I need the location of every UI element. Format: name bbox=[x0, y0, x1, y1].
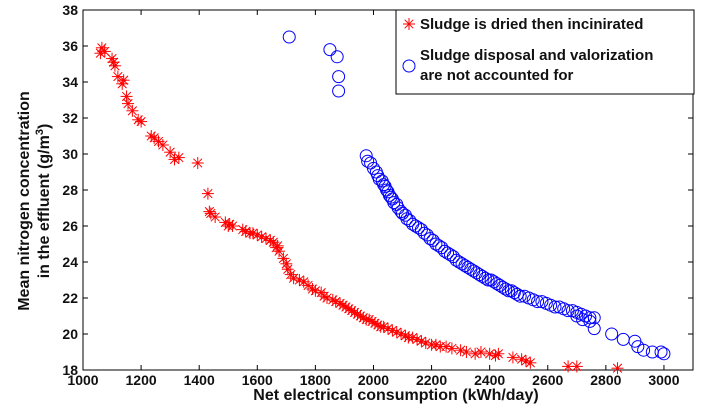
data-point-circle bbox=[481, 273, 495, 287]
x-tick-label: 1000 bbox=[67, 372, 98, 388]
y-tick-label: 22 bbox=[62, 290, 78, 306]
x-tick-label: 1200 bbox=[126, 372, 157, 388]
data-point-asterisk bbox=[107, 56, 120, 69]
data-point-asterisk bbox=[122, 97, 135, 110]
data-point-asterisk bbox=[98, 45, 111, 58]
data-point-asterisk bbox=[191, 157, 204, 169]
data-point-asterisk bbox=[108, 59, 121, 72]
x-tick-label: 1600 bbox=[242, 372, 273, 388]
series-2 bbox=[282, 30, 671, 361]
data-point-asterisk bbox=[460, 346, 473, 358]
data-point-asterisk bbox=[117, 74, 130, 87]
data-point-asterisk bbox=[454, 344, 467, 357]
data-point-asterisk bbox=[172, 151, 185, 164]
data-point-asterisk bbox=[126, 104, 139, 117]
data-point-circle bbox=[323, 43, 337, 57]
y-tick-label: 34 bbox=[62, 74, 78, 90]
data-point-asterisk bbox=[120, 90, 133, 103]
data-point-asterisk bbox=[156, 139, 169, 151]
y-axis-label-superscript: 3 bbox=[34, 129, 46, 135]
data-point-asterisk bbox=[506, 351, 519, 364]
x-tick-label: 2000 bbox=[358, 372, 389, 388]
data-point-circle bbox=[657, 347, 671, 361]
data-point-circle bbox=[382, 188, 396, 202]
y-tick-label: 30 bbox=[62, 146, 78, 162]
data-point-asterisk bbox=[209, 211, 222, 223]
legend-asterisk-symbol bbox=[403, 18, 415, 30]
data-point-asterisk bbox=[273, 245, 286, 258]
y-axis-label-line2-end: ) bbox=[36, 124, 53, 129]
data-point-asterisk bbox=[201, 187, 214, 200]
data-point-circle bbox=[499, 282, 513, 296]
x-tick-label: 2600 bbox=[532, 372, 563, 388]
data-point-circle bbox=[654, 345, 668, 359]
data-point-circle bbox=[576, 313, 590, 327]
data-point-asterisk bbox=[226, 220, 239, 232]
y-axis-label-line1: Mean nitrogen concentration bbox=[16, 91, 33, 311]
y-axis-label-line2-main: in the effluent (g/m bbox=[36, 135, 53, 278]
data-point-circle bbox=[502, 284, 516, 298]
y-tick-label: 20 bbox=[62, 326, 78, 342]
data-point-circle bbox=[510, 287, 524, 301]
data-point-circle bbox=[605, 327, 619, 341]
data-point-circle bbox=[637, 343, 651, 357]
x-tick-label: 3000 bbox=[648, 372, 679, 388]
legend-box bbox=[395, 9, 695, 95]
legend-circle-symbol bbox=[402, 59, 416, 73]
data-point-asterisk bbox=[135, 115, 148, 128]
data-point-asterisk bbox=[445, 342, 458, 355]
data-point-circle bbox=[548, 300, 562, 314]
y-tick-label: 38 bbox=[62, 2, 78, 18]
series-1 bbox=[94, 41, 624, 375]
x-tick-label: 2800 bbox=[590, 372, 621, 388]
y-tick-label: 26 bbox=[62, 218, 78, 234]
y-tick-label: 28 bbox=[62, 182, 78, 198]
legend-label-series-2-line2: are not accounted for bbox=[420, 67, 574, 84]
legend-marker-asterisk bbox=[403, 18, 415, 30]
legend: Sludge is dried then incinirated Sludge … bbox=[395, 9, 695, 95]
legend-label-series-2-line1: Sludge disposal and valorization bbox=[420, 47, 653, 64]
data-point-asterisk bbox=[116, 77, 129, 90]
data-point-circle bbox=[587, 322, 601, 336]
x-axis-label: Net electrical consumption (kWh/day) bbox=[253, 387, 538, 404]
y-tick-label: 32 bbox=[62, 110, 78, 126]
legend-marker-circle bbox=[402, 59, 416, 73]
data-point-circle bbox=[359, 149, 373, 163]
data-point-circle bbox=[366, 161, 380, 175]
data-point-circle bbox=[282, 30, 296, 44]
data-point-circle bbox=[531, 295, 545, 309]
data-point-asterisk bbox=[164, 146, 177, 159]
y-axis-label: Mean nitrogen concentration in the efflu… bbox=[16, 91, 53, 311]
data-point-circle bbox=[513, 289, 527, 303]
data-point-asterisk bbox=[474, 346, 487, 358]
data-point-asterisk bbox=[440, 340, 453, 353]
data-point-asterisk bbox=[611, 362, 624, 375]
y-tick-label: 18 bbox=[62, 362, 78, 378]
x-tick-label: 1800 bbox=[300, 372, 331, 388]
data-point-asterisk bbox=[524, 356, 537, 369]
data-point-asterisk bbox=[570, 360, 583, 373]
data-point-circle bbox=[478, 271, 492, 285]
data-point-circle bbox=[330, 50, 344, 64]
data-point-circle bbox=[332, 70, 346, 84]
y-tick-label: 24 bbox=[62, 254, 78, 270]
y-axis-label-line2: in the effluent (g/m3) bbox=[34, 124, 53, 279]
y-tick-label: 36 bbox=[62, 38, 78, 54]
axis-ticks: 1000 1200 1400 1600 1800 2000 2200 2400 2600 2800… bbox=[62, 2, 693, 388]
data-point-circle bbox=[583, 314, 597, 328]
x-tick-label: 2200 bbox=[416, 372, 447, 388]
x-tick-label: 1400 bbox=[184, 372, 215, 388]
x-tick-label: 2400 bbox=[474, 372, 505, 388]
legend-label-series-1: Sludge is dried then incinirated bbox=[420, 16, 643, 33]
data-point-asterisk bbox=[492, 347, 505, 360]
data-point-circle bbox=[332, 84, 346, 98]
data-series bbox=[94, 30, 671, 375]
